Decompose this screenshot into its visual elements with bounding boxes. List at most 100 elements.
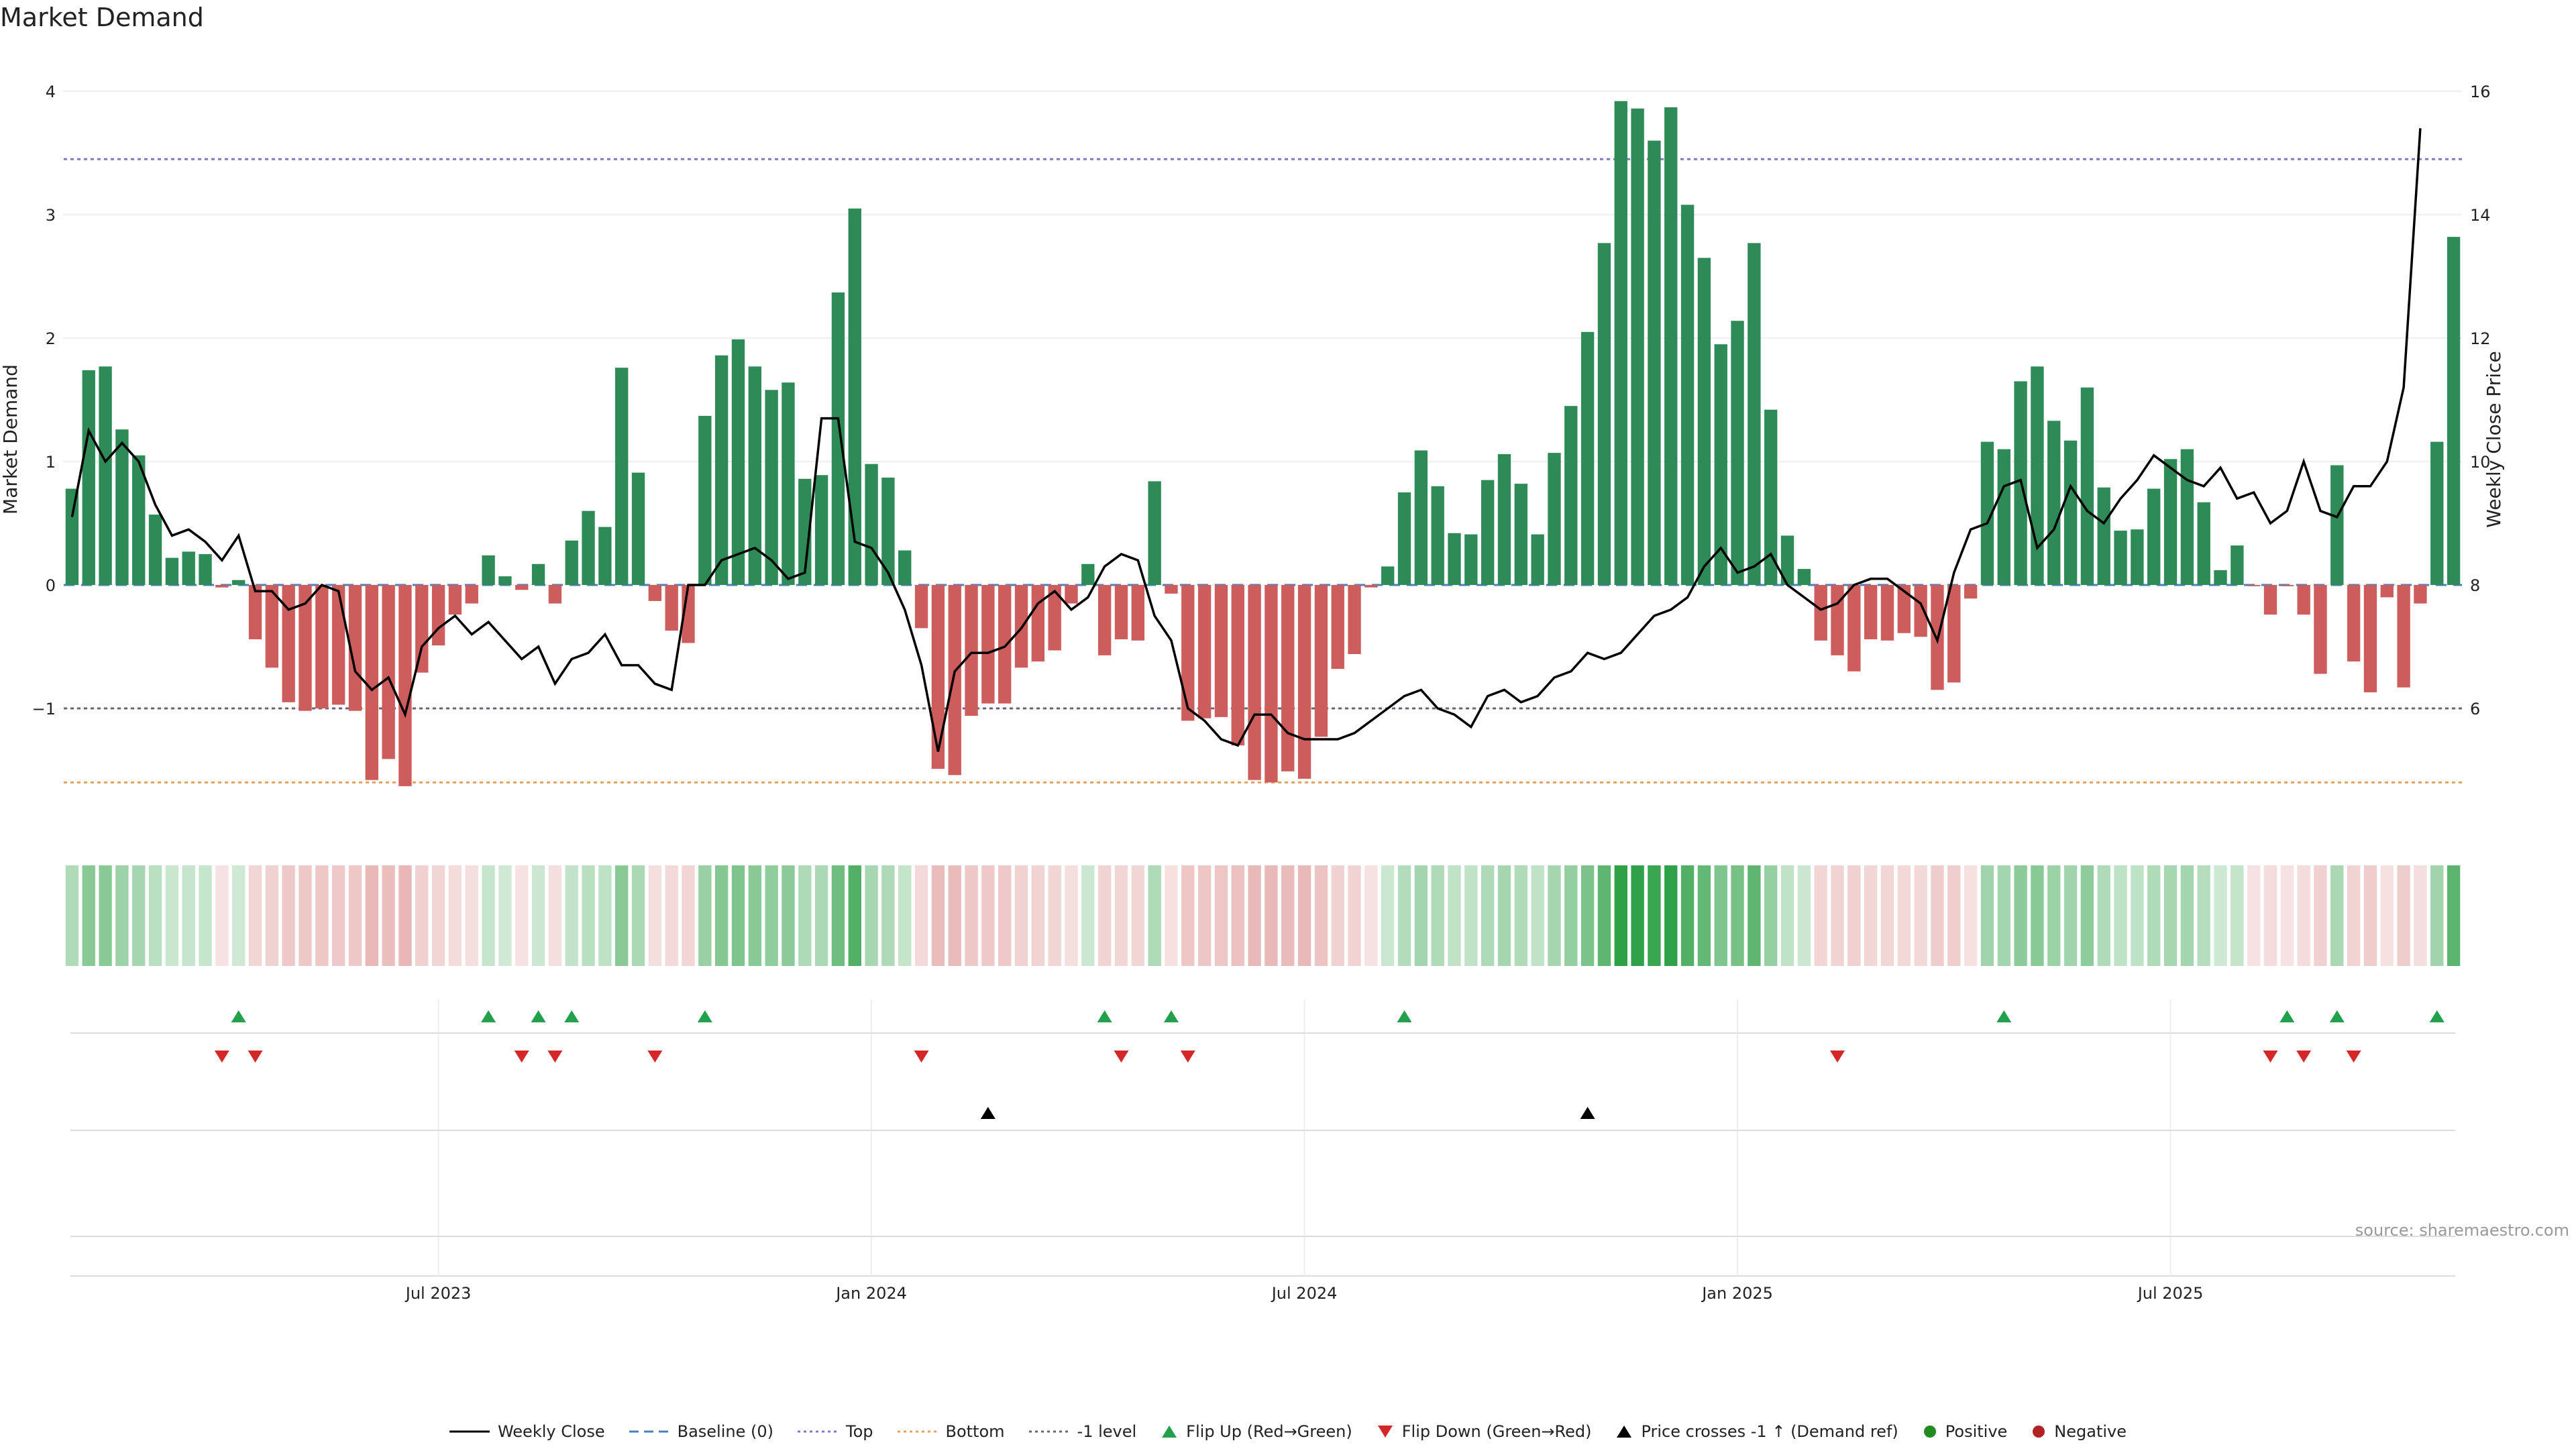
demand-bar xyxy=(548,585,562,604)
heat-cell xyxy=(265,865,279,966)
y-tick-label: 0 xyxy=(46,576,56,595)
demand-bar xyxy=(282,585,295,702)
heat-cell xyxy=(182,865,195,966)
heat-cell xyxy=(782,865,795,966)
heat-cell xyxy=(1764,865,1778,966)
heat-cell xyxy=(1481,865,1495,966)
heat-cell xyxy=(2247,865,2261,966)
demand-bar xyxy=(1897,585,1911,633)
demand-bar xyxy=(865,464,878,585)
legend-positive: Positive xyxy=(1923,1422,2007,1441)
demand-bar xyxy=(881,477,895,585)
heat-cell xyxy=(2297,865,2310,966)
flip-down-marker xyxy=(647,1051,663,1063)
heat-cell xyxy=(2430,865,2444,966)
heat-cell xyxy=(2380,865,2394,966)
demand-bar xyxy=(1964,585,1978,599)
heat-cell xyxy=(2397,865,2410,966)
flip-up-marker xyxy=(531,1010,546,1022)
heat-cell xyxy=(965,865,978,966)
demand-bar xyxy=(1514,484,1527,585)
heat-cell xyxy=(1031,865,1045,966)
demand-bar xyxy=(2314,585,2327,674)
left-axis: −1 0 1 2 3 4 xyxy=(32,83,56,718)
demand-bar xyxy=(331,585,345,705)
heat-cell xyxy=(1797,865,1811,966)
heat-cell xyxy=(65,865,79,966)
price-cross-marker xyxy=(1580,1107,1595,1119)
flip-up-marker xyxy=(1397,1010,1412,1022)
demand-bar xyxy=(1265,585,1278,783)
price-cross-marker xyxy=(980,1107,996,1119)
demand-bar xyxy=(2280,585,2294,586)
weekly-close-series xyxy=(70,128,2422,752)
price-cross-markers xyxy=(980,1107,1595,1119)
heat-cell xyxy=(1980,865,1994,966)
heat-cell xyxy=(2263,865,2277,966)
flip-up-marker xyxy=(481,1010,496,1022)
y2-tick-label: 6 xyxy=(2470,700,2480,718)
heat-cell xyxy=(1680,865,1695,966)
demand-bar xyxy=(565,540,578,585)
legend-price-cross: Price crosses -1 ↑ (Demand ref) xyxy=(1615,1422,1898,1441)
heat-cell xyxy=(1014,865,1028,966)
demand-bar xyxy=(2397,585,2410,688)
heat-cell xyxy=(1331,865,1344,966)
demand-bar xyxy=(231,580,246,585)
x-tick-label: Jan 2025 xyxy=(1701,1284,1773,1303)
demand-bar xyxy=(1631,108,1644,585)
heat-cell xyxy=(1381,865,1395,966)
flip-up-marker xyxy=(564,1010,580,1022)
demand-bar xyxy=(1664,107,1678,586)
heat-cell xyxy=(1148,865,1161,966)
demand-bar xyxy=(2380,585,2394,598)
demand-bar xyxy=(1114,585,1128,639)
heat-cell xyxy=(2131,865,2144,966)
flip-down-marker xyxy=(2346,1051,2361,1063)
heat-cell xyxy=(1048,865,1061,966)
demand-bar xyxy=(765,390,778,585)
heat-cell xyxy=(1348,865,1361,966)
heat-cell xyxy=(1614,865,1627,966)
heat-cell xyxy=(1847,865,1861,966)
demand-bar xyxy=(1181,585,1195,721)
demand-bar xyxy=(1414,450,1428,585)
heat-cell xyxy=(948,865,961,966)
x-axis: Jul 2023 Jan 2024 Jul 2024 Jan 2025 Jul 2025 xyxy=(70,1000,2455,1303)
flip-down-marker xyxy=(547,1051,563,1063)
heat-cell xyxy=(1664,865,1678,966)
heat-cell xyxy=(2014,865,2027,966)
y2-tick-label: 16 xyxy=(2470,83,2491,101)
heat-cell xyxy=(1897,865,1911,966)
y-tick-label: 3 xyxy=(46,206,56,225)
heat-cell xyxy=(282,865,295,966)
heat-cell xyxy=(365,865,378,966)
heat-cell xyxy=(465,865,478,966)
heat-cell xyxy=(931,865,945,966)
demand-bar xyxy=(615,368,629,585)
x-tick-label: Jul 2023 xyxy=(405,1284,472,1303)
heat-cell xyxy=(1214,865,1228,966)
demand-bar xyxy=(2197,502,2210,585)
demand-bar xyxy=(1847,585,1861,672)
heat-cell xyxy=(315,865,329,966)
legend: Weekly Close Baseline (0) Top Bottom -1 … xyxy=(0,1422,2576,1441)
demand-bar xyxy=(1281,585,1295,771)
demand-bar xyxy=(1831,585,1844,655)
demand-bar xyxy=(2231,545,2244,585)
demand-bar xyxy=(1097,585,1112,655)
heat-cell xyxy=(548,865,562,966)
heat-cell xyxy=(1065,865,1078,966)
demand-bar xyxy=(931,585,945,769)
demand-bar xyxy=(431,585,445,646)
demand-bar xyxy=(1331,585,1344,669)
demand-bar xyxy=(2147,488,2161,585)
y-tick-label: −1 xyxy=(32,700,56,718)
heat-cell xyxy=(765,865,778,966)
demand-bar xyxy=(1497,453,1511,585)
heat-cell xyxy=(2363,865,2377,966)
heat-cell xyxy=(431,865,445,966)
demand-bar xyxy=(1348,585,1361,655)
heat-cell xyxy=(1864,865,1878,966)
